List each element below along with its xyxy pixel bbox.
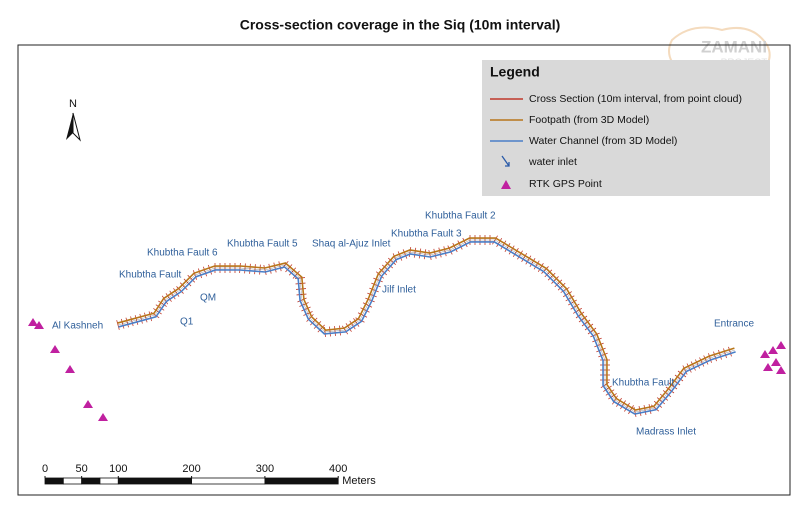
scale-segment bbox=[44, 477, 64, 485]
place-label: Q1 bbox=[180, 317, 194, 328]
footpath bbox=[117, 237, 735, 411]
north-label: N bbox=[69, 98, 77, 110]
siq-outline bbox=[117, 239, 736, 413]
scale-label: 100 bbox=[109, 463, 127, 475]
legend: Legend Cross Section (10m interval, from… bbox=[482, 60, 770, 196]
scale-label: 50 bbox=[76, 463, 88, 475]
place-label: QM bbox=[200, 293, 216, 304]
legend-label: Water Channel (from 3D Model) bbox=[529, 135, 677, 147]
gps-point bbox=[28, 318, 108, 421]
north-arrow-right bbox=[72, 112, 81, 142]
gps-points bbox=[28, 318, 786, 421]
map-frame bbox=[17, 44, 791, 496]
place-label: Khubtha Fault 2 bbox=[425, 211, 496, 222]
legend-swatch bbox=[501, 155, 510, 167]
place-label: Shaq al-Ajuz Inlet bbox=[312, 239, 391, 250]
place-label: Khubtha Fault bbox=[612, 378, 674, 389]
logo-name: ZAMANI bbox=[701, 37, 767, 56]
legend-label: water inlet bbox=[528, 156, 577, 168]
scale-unit: Meters bbox=[342, 475, 376, 487]
scale-label: 400 bbox=[329, 463, 347, 475]
scale-segment bbox=[264, 477, 339, 485]
north-arrow: N bbox=[66, 98, 81, 142]
place-label: Entrance bbox=[714, 319, 754, 330]
scale-segment bbox=[99, 477, 119, 485]
legend-box bbox=[482, 60, 770, 196]
legend-label: Footpath (from 3D Model) bbox=[529, 114, 649, 126]
siq bbox=[116, 235, 736, 417]
scale-segment bbox=[81, 477, 101, 485]
north-arrow-left bbox=[66, 113, 73, 140]
place-label: Khubtha Fault 5 bbox=[227, 239, 298, 250]
gps-point bbox=[760, 341, 786, 374]
legend-label: Cross Section (10m interval, from point … bbox=[529, 93, 742, 105]
scale-label: 300 bbox=[256, 463, 274, 475]
legend-label: RTK GPS Point bbox=[529, 178, 602, 190]
legend-title: Legend bbox=[490, 64, 540, 80]
place-label: Khubtha Fault 6 bbox=[147, 248, 218, 259]
scale-segment bbox=[117, 477, 193, 485]
legend-swatch bbox=[501, 180, 511, 189]
place-label: Khubtha Fault 3 bbox=[391, 229, 462, 240]
place-label: Khubtha Fault bbox=[119, 270, 181, 281]
scale-label: 0 bbox=[42, 463, 48, 475]
place-label: Jilf Inlet bbox=[382, 285, 416, 296]
scale-label: 200 bbox=[182, 463, 200, 475]
place-label: Madrass Inlet bbox=[636, 427, 696, 438]
place-label: Al Kashneh bbox=[52, 321, 103, 332]
title: Cross-section coverage in the Siq (10m i… bbox=[240, 17, 561, 33]
place-labels: Khubtha Fault 2 Khubtha Fault 3 Shaq al-… bbox=[52, 211, 754, 438]
scale-segment bbox=[191, 477, 266, 485]
water-channel bbox=[118, 241, 736, 415]
scale-segment bbox=[62, 477, 83, 485]
